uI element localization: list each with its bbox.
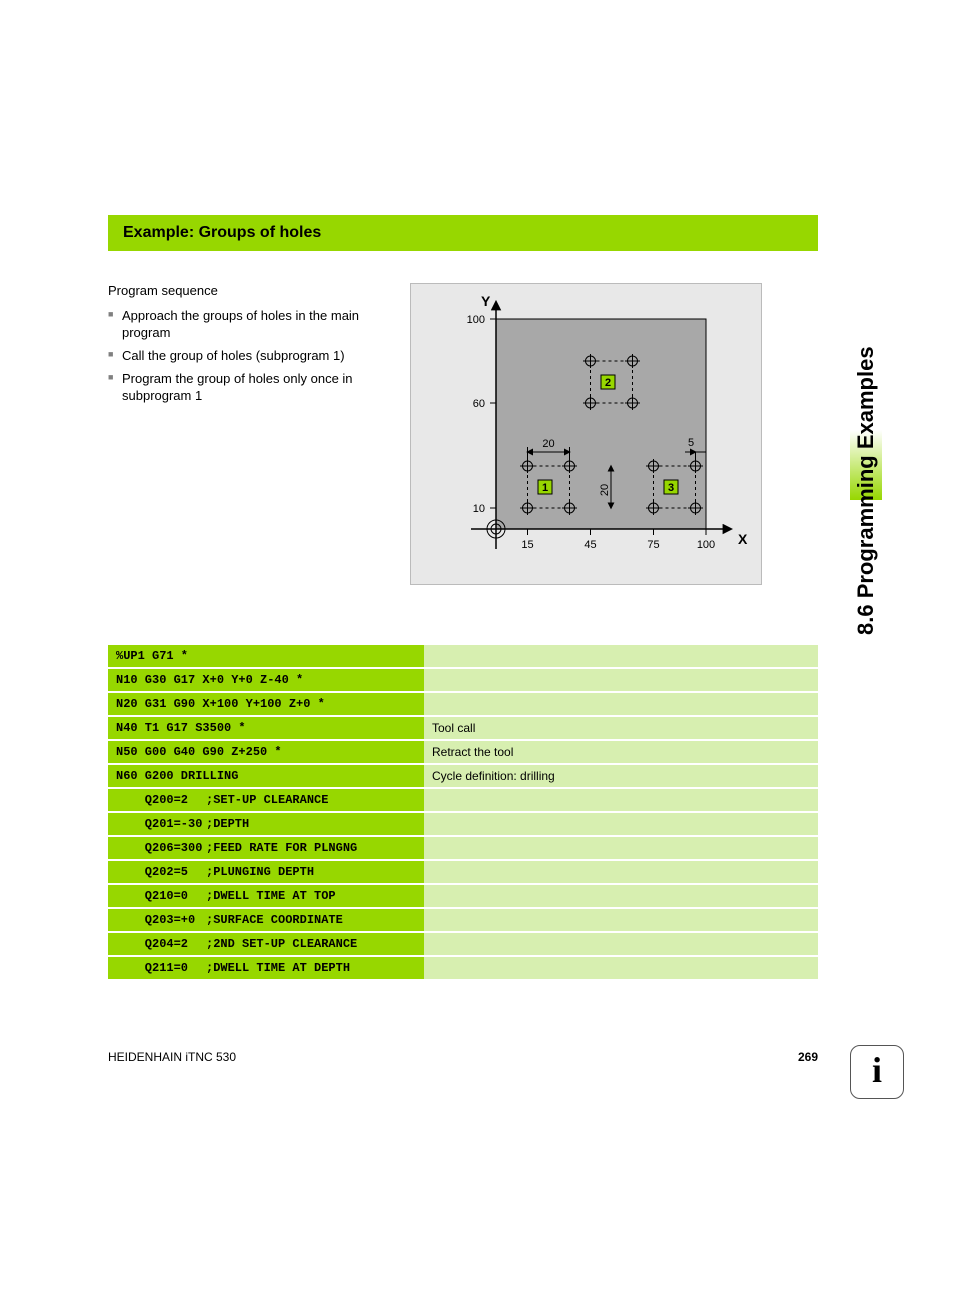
- desc-cell: [424, 668, 818, 692]
- code-cell: Q203=+0;SURFACE COORDINATE: [108, 908, 424, 932]
- page-footer: HEIDENHAIN iTNC 530 269: [108, 1050, 818, 1064]
- table-row: N40 T1 G17 S3500 *Tool call: [108, 716, 818, 740]
- body-row: Program sequence Approach the groups of …: [108, 283, 818, 585]
- code-cell: Q211=0;DWELL TIME AT DEPTH: [108, 956, 424, 980]
- desc-cell: [424, 884, 818, 908]
- table-row: Q211=0;DWELL TIME AT DEPTH: [108, 956, 818, 980]
- desc-cell: Retract the tool: [424, 740, 818, 764]
- y-tick: 100: [467, 314, 485, 326]
- diagram-svg: X Y 15 45 75 100 10 60: [411, 284, 761, 584]
- desc-cell: [424, 645, 818, 668]
- code-table: %UP1 G71 *N10 G30 G17 X+0 Y+0 Z-40 *N20 …: [108, 645, 818, 981]
- desc-cell: [424, 836, 818, 860]
- group-badge-label: 2: [605, 377, 611, 389]
- y-tick: 60: [473, 398, 485, 410]
- code-cell: Q210=0;DWELL TIME AT TOP: [108, 884, 424, 908]
- x-tick: 45: [584, 539, 596, 551]
- list-item: Approach the groups of holes in the main…: [108, 308, 388, 342]
- code-cell: N10 G30 G17 X+0 Y+0 Z-40 *: [108, 668, 424, 692]
- list-item: Call the group of holes (subprogram 1): [108, 348, 388, 365]
- left-column: Program sequence Approach the groups of …: [108, 283, 388, 585]
- desc-cell: [424, 692, 818, 716]
- example-title-bar: Example: Groups of holes: [108, 215, 818, 251]
- desc-cell: [424, 956, 818, 980]
- table-row: Q203=+0;SURFACE COORDINATE: [108, 908, 818, 932]
- code-cell: N40 T1 G17 S3500 *: [108, 716, 424, 740]
- table-row: N60 G200 DRILLINGCycle definition: drill…: [108, 764, 818, 788]
- desc-cell: [424, 812, 818, 836]
- code-cell: Q204=2;2ND SET-UP CLEARANCE: [108, 932, 424, 956]
- workpiece-rect: [496, 319, 706, 529]
- desc-cell: [424, 788, 818, 812]
- dim-label: 20: [599, 484, 611, 496]
- code-cell: %UP1 G71 *: [108, 645, 424, 668]
- table-row: %UP1 G71 *: [108, 645, 818, 668]
- code-cell: N60 G200 DRILLING: [108, 764, 424, 788]
- dim-label: 5: [688, 437, 694, 449]
- dim-label: 20: [542, 438, 554, 450]
- group-badge-label: 1: [542, 482, 548, 494]
- code-cell: Q202=5;PLUNGING DEPTH: [108, 860, 424, 884]
- code-cell: N50 G00 G40 G90 Z+250 *: [108, 740, 424, 764]
- list-item: Program the group of holes only once in …: [108, 371, 388, 405]
- desc-cell: [424, 932, 818, 956]
- table-row: Q206=300;FEED RATE FOR PLNGNG: [108, 836, 818, 860]
- desc-cell: Cycle definition: drilling: [424, 764, 818, 788]
- table-row: N10 G30 G17 X+0 Y+0 Z-40 *: [108, 668, 818, 692]
- page-content: Example: Groups of holes Program sequenc…: [108, 215, 818, 981]
- table-row: N20 G31 G90 X+100 Y+100 Z+0 *: [108, 692, 818, 716]
- code-cell: Q206=300;FEED RATE FOR PLNGNG: [108, 836, 424, 860]
- x-axis-label: X: [738, 531, 748, 547]
- code-cell: N20 G31 G90 X+100 Y+100 Z+0 *: [108, 692, 424, 716]
- table-row: Q204=2;2ND SET-UP CLEARANCE: [108, 932, 818, 956]
- info-glyph: i: [872, 1052, 882, 1088]
- section-title-vertical: 8.6 Programming Examples: [853, 335, 879, 635]
- desc-cell: [424, 908, 818, 932]
- footer-product: HEIDENHAIN iTNC 530: [108, 1050, 236, 1064]
- sequence-list: Approach the groups of holes in the main…: [108, 308, 388, 404]
- table-row: Q202=5;PLUNGING DEPTH: [108, 860, 818, 884]
- table-row: Q201=-30;DEPTH: [108, 812, 818, 836]
- info-icon: i: [850, 1045, 904, 1099]
- x-tick: 15: [521, 539, 533, 551]
- desc-cell: [424, 860, 818, 884]
- example-title: Example: Groups of holes: [123, 224, 321, 241]
- table-row: N50 G00 G40 G90 Z+250 *Retract the tool: [108, 740, 818, 764]
- y-tick: 10: [473, 503, 485, 515]
- x-tick: 75: [647, 539, 659, 551]
- diagram: X Y 15 45 75 100 10 60: [410, 283, 762, 585]
- section-tab: 8.6 Programming Examples: [850, 200, 882, 500]
- table-row: Q210=0;DWELL TIME AT TOP: [108, 884, 818, 908]
- code-cell: Q200=2;SET-UP CLEARANCE: [108, 788, 424, 812]
- sequence-heading: Program sequence: [108, 283, 388, 298]
- y-axis-label: Y: [481, 293, 491, 309]
- x-tick: 100: [697, 539, 715, 551]
- code-cell: Q201=-30;DEPTH: [108, 812, 424, 836]
- table-row: Q200=2;SET-UP CLEARANCE: [108, 788, 818, 812]
- footer-page-number: 269: [798, 1050, 818, 1064]
- group-badge-label: 3: [668, 482, 674, 494]
- desc-cell: Tool call: [424, 716, 818, 740]
